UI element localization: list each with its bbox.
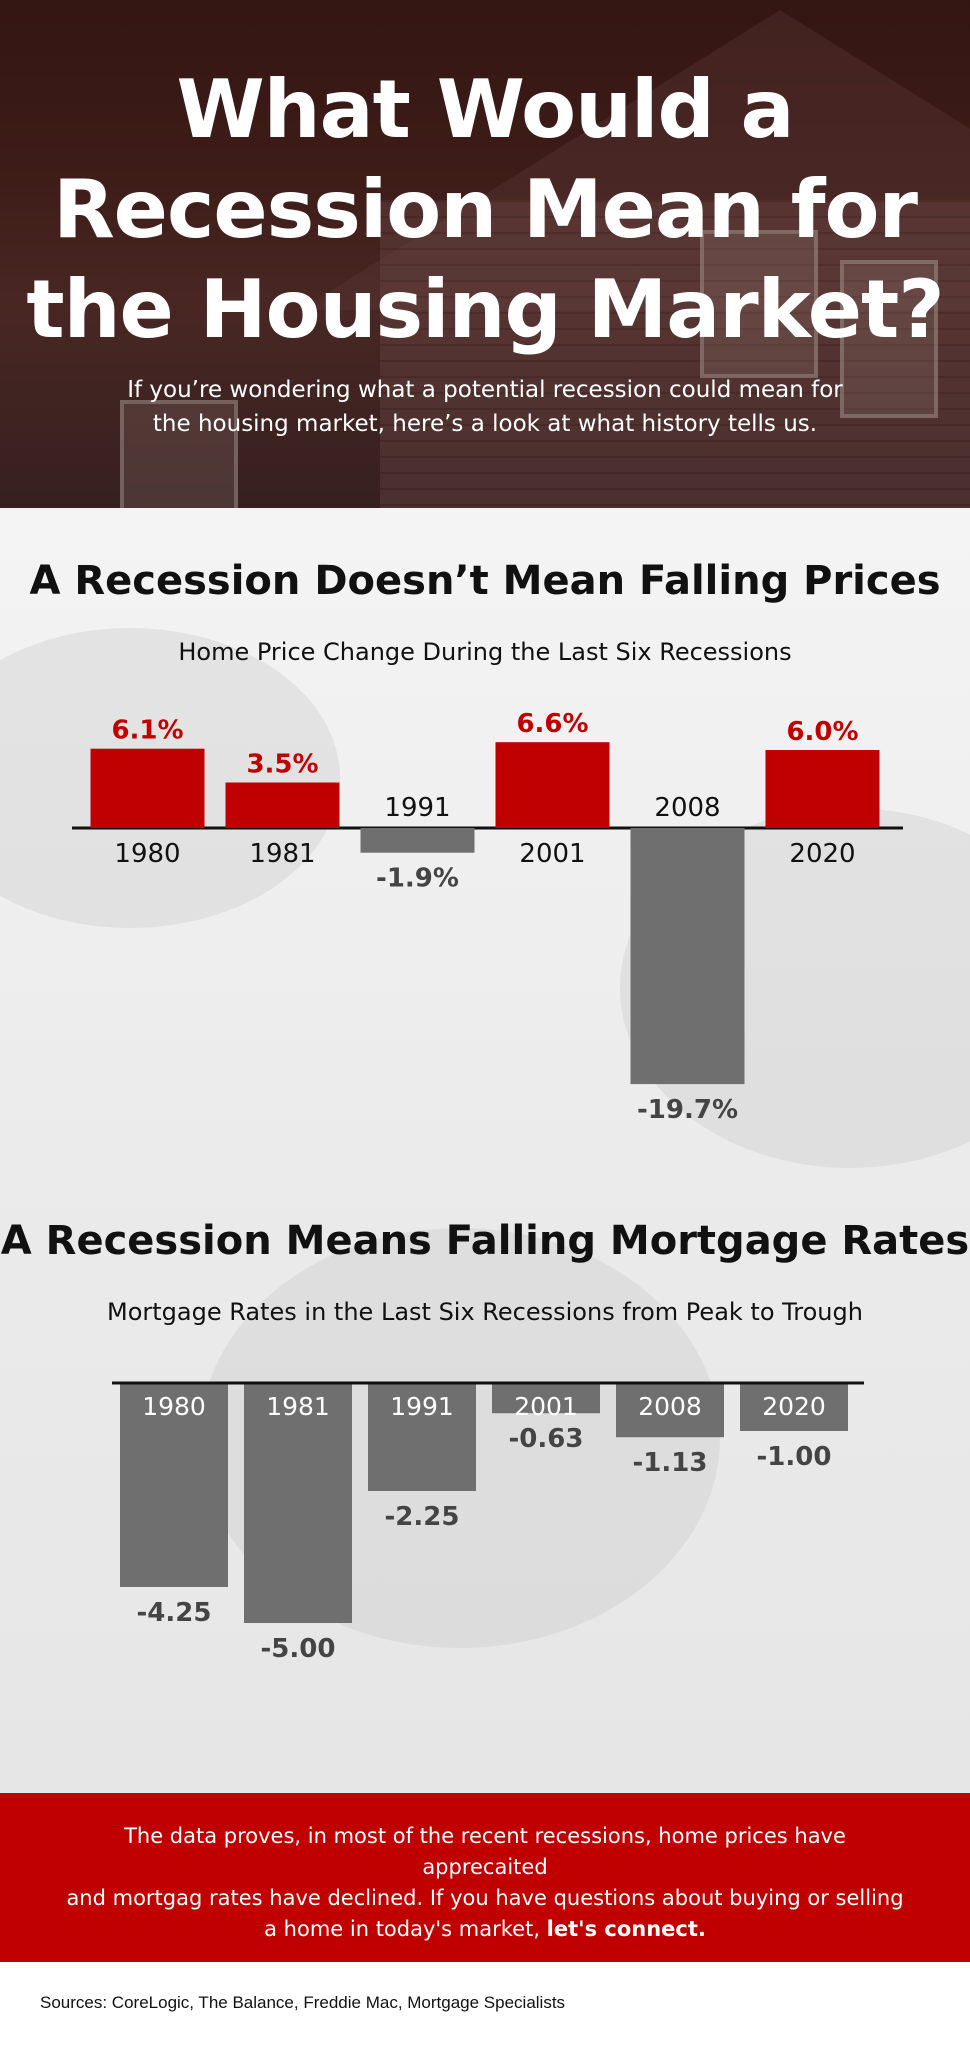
bar-2020 — [765, 750, 880, 828]
house-wall-graphic — [380, 200, 970, 508]
category-label-2020: 2020 — [762, 1392, 826, 1421]
value-label-1991: -1.9% — [376, 864, 459, 894]
category-label-1991: 1991 — [390, 1392, 454, 1421]
house-window-graphic — [120, 400, 238, 508]
house-window-graphic — [840, 260, 938, 418]
category-label-1980: 1980 — [142, 1392, 206, 1421]
house-roof-graphic — [300, 10, 970, 310]
section-heading-prices: A Recession Doesn’t Mean Falling Prices — [29, 558, 941, 604]
category-label-2008: 2008 — [638, 1392, 702, 1421]
page-title: What Would a Recession Mean for the Hous… — [0, 60, 970, 360]
home-price-chart: 6.1% 1980 3.5% 1981 -1.9% 1991 6.6% 2001 -19.7% 2… — [72, 709, 903, 1125]
bar-1981 — [244, 1383, 352, 1623]
page-title-line: the Housing Market? — [26, 263, 944, 356]
category-label-1981: 1981 — [266, 1392, 330, 1421]
chart-subtitle-rates: Mortgage Rates in the Last Six Recession… — [107, 1298, 863, 1326]
bar-2008 — [630, 828, 745, 1085]
value-label-2008: -1.13 — [633, 1448, 708, 1478]
call-to-action-banner: The data proves, in most of the recent r… — [0, 1793, 970, 1962]
bar-1980 — [120, 1383, 228, 1587]
category-label-2020: 2020 — [789, 839, 855, 869]
chart-subtitle-prices: Home Price Change During the Last Six Re… — [178, 638, 792, 666]
page-title-line: Recession Mean for — [53, 163, 918, 256]
bar-2008 — [616, 1383, 724, 1438]
sources-note: Sources: CoreLogic, The Balance, Freddie… — [40, 1993, 566, 2012]
bar-2001 — [492, 1383, 600, 1414]
bar-1981 — [225, 782, 340, 828]
category-label-2001: 2001 — [514, 1392, 578, 1421]
category-label-2008: 2008 — [654, 793, 720, 823]
value-label-1991: -2.25 — [385, 1502, 460, 1532]
hero-banner: What Would a Recession Mean for the Hous… — [0, 0, 970, 508]
category-label-2001: 2001 — [519, 839, 585, 869]
value-label-1981: 3.5% — [246, 750, 318, 780]
bar-1991 — [368, 1383, 476, 1491]
cta-line-text: a home in today's market, — [264, 1917, 547, 1941]
hero-overlay — [0, 0, 970, 508]
bar-2001 — [495, 742, 610, 828]
bar-1980 — [90, 748, 205, 828]
call-to-action-text: The data proves, in most of the recent r… — [60, 1821, 910, 1945]
value-label-2001: 6.6% — [516, 709, 588, 739]
mortgage-rate-chart: 1980 -4.25 1981 -5.00 1991 -2.25 2001 -0.63 2008… — [112, 1381, 864, 1664]
bar-1991 — [360, 828, 475, 853]
page-subtitle: If you’re wondering what a potential rec… — [90, 373, 880, 441]
value-label-2020: -1.00 — [757, 1442, 832, 1472]
value-label-1981: -5.00 — [261, 1634, 336, 1664]
section-heading-rates: A Recession Means Falling Mortgage Rates — [0, 1218, 970, 1264]
category-label-1980: 1980 — [114, 839, 180, 869]
value-label-2001: -0.63 — [509, 1424, 584, 1454]
cta-line: a home in today's market, let's connect. — [60, 1914, 910, 1945]
value-label-2008: -19.7% — [637, 1095, 738, 1125]
house-window-graphic — [700, 230, 818, 378]
value-label-1980: -4.25 — [137, 1598, 212, 1628]
category-label-1981: 1981 — [249, 839, 315, 869]
page-subtitle-line: the housing market, here’s a look at wha… — [152, 411, 818, 437]
value-label-2020: 6.0% — [786, 717, 858, 747]
cta-line: The data proves, in most of the recent r… — [124, 1824, 846, 1879]
charts-background — [0, 508, 970, 1793]
page-title-line: What Would a — [176, 63, 794, 156]
value-label-1980: 6.1% — [111, 716, 183, 746]
bar-2020 — [740, 1383, 848, 1431]
page-subtitle-line: If you’re wondering what a potential rec… — [127, 377, 843, 403]
lets-connect-link[interactable]: let's connect. — [546, 1917, 706, 1941]
category-label-1991: 1991 — [384, 793, 450, 823]
cta-line: and mortgag rates have declined. If you … — [66, 1886, 904, 1910]
